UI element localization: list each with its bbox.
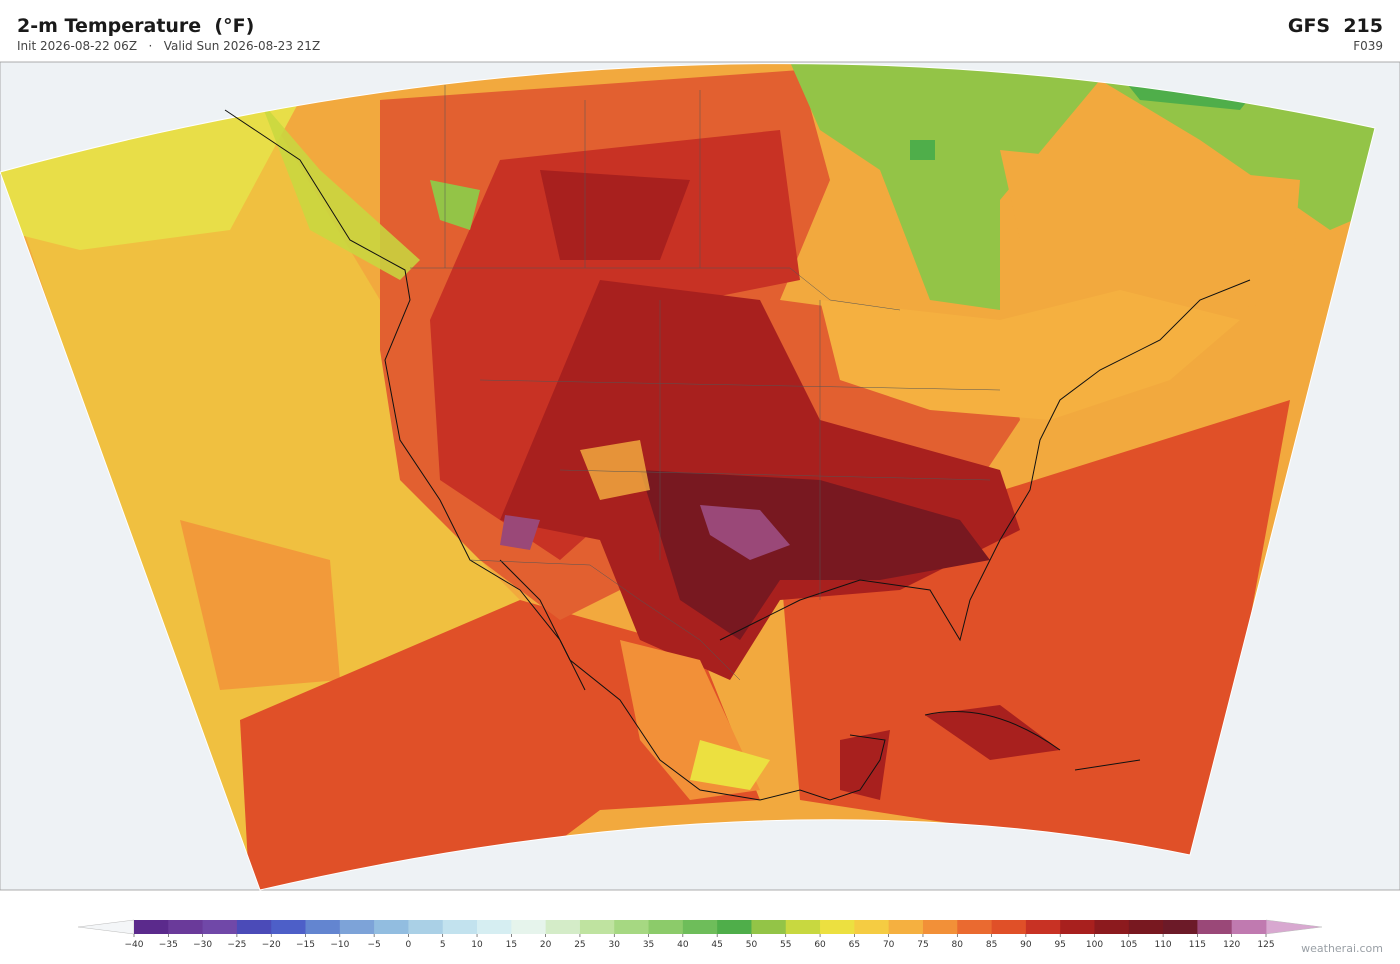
colorbar-segment <box>271 920 306 934</box>
colorbar-tick-label: 20 <box>540 940 552 950</box>
colorbar-tick-label: 115 <box>1189 940 1206 950</box>
colorbar-segment <box>682 920 718 934</box>
colorbar-segment <box>408 920 444 934</box>
colorbar-tick-label: 65 <box>849 940 860 950</box>
colorbar-segment <box>579 920 615 934</box>
colorbar-tick-label: 45 <box>711 940 722 950</box>
colorbar-tick-label: 80 <box>952 940 964 950</box>
colorbar-segment <box>305 920 341 934</box>
colorbar-segment <box>1025 920 1061 934</box>
colorbar-segment <box>1163 920 1198 934</box>
colorbar: −40 −35 −30 −25 −20 −15 −10 −5 0 5 10 15 20 25 30 35 40 4… <box>77 919 1323 950</box>
colorbar-tick-label: 55 <box>780 940 791 950</box>
colorbar-segment <box>545 920 581 934</box>
colorbar-tick-label: 50 <box>746 940 758 950</box>
colorbar-segment <box>1094 920 1130 934</box>
colorbar-segment <box>1128 920 1164 934</box>
colorbar-segment <box>820 920 855 934</box>
colorbar-segment <box>442 920 478 934</box>
colorbar-segment <box>339 920 375 934</box>
colorbar-tick-label: −40 <box>125 940 144 950</box>
colorbar-segment <box>614 920 649 934</box>
colorbar-segment <box>477 920 512 934</box>
subtitle: Init 2026-08-22 06Z · Valid Sun 2026-08-… <box>17 39 321 53</box>
model: GFS 215 <box>1287 15 1383 37</box>
colorbar-tick-label: −5 <box>367 940 380 950</box>
colorbar-tick-label: 15 <box>506 940 517 950</box>
borders <box>410 85 1001 681</box>
colorbar-segment <box>1231 920 1267 934</box>
colorbar-tick-label: 75 <box>917 940 928 950</box>
colorbar-segment <box>168 920 204 934</box>
colorbar-tick-label: 70 <box>883 940 895 950</box>
colorbar-segment <box>957 920 992 934</box>
domain-outline <box>0 63 1376 891</box>
colorbar-tick-label: 60 <box>814 940 826 950</box>
temperature-field <box>0 63 1375 890</box>
colorbar-segment <box>1197 920 1233 934</box>
colorbar-tick-label: 110 <box>1154 940 1171 950</box>
colorbar-segment <box>922 920 958 934</box>
watermark: weatherai.com <box>1301 942 1383 955</box>
colorbar-tick-label: 10 <box>471 940 483 950</box>
colorbar-segment <box>202 920 238 934</box>
colorbar-tick-label: 105 <box>1120 940 1137 950</box>
colorbar-segment <box>751 920 787 934</box>
colorbar-tick-label: −30 <box>193 940 212 950</box>
colorbar-tick-label: 35 <box>643 940 654 950</box>
colorbar-segment <box>991 920 1027 934</box>
colorbar-tick-label: 100 <box>1086 940 1103 950</box>
colorbar-tick-label: −15 <box>296 940 315 950</box>
colorbar-tick-label: 95 <box>1054 940 1065 950</box>
colorbar-segment <box>374 920 409 934</box>
colorbar-tick-label: −20 <box>262 940 281 950</box>
colorbar-segment <box>1060 920 1095 934</box>
colorbar-tick-label: −25 <box>227 940 246 950</box>
colorbar-under <box>77 919 135 935</box>
colorbar-segment <box>888 920 924 934</box>
colorbar-segment <box>854 920 890 934</box>
title: 2-m Temperature (°F) <box>17 15 255 37</box>
colorbar-segment <box>236 920 272 934</box>
colorbar-segment <box>785 920 821 934</box>
colorbar-tick-label: 125 <box>1257 940 1274 950</box>
colorbar-tick-label: 40 <box>677 940 689 950</box>
forecast-hour: F039 <box>1353 39 1383 53</box>
colorbar-tick-label: 5 <box>440 940 446 950</box>
colorbar-segment <box>134 920 169 934</box>
colorbar-segment <box>717 920 752 934</box>
colorbar-tick-label: 120 <box>1223 940 1240 950</box>
colorbar-tick-label: 90 <box>1020 940 1032 950</box>
colorbar-tick-label: 85 <box>986 940 997 950</box>
coastlines <box>224 109 1251 801</box>
colorbar-tick-label: −35 <box>159 940 178 950</box>
colorbar-tick-label: 0 <box>406 940 412 950</box>
colorbar-segment <box>648 920 684 934</box>
colorbar-segment <box>511 920 547 934</box>
colorbar-over <box>1265 919 1323 935</box>
colorbar-tick-label: 30 <box>609 940 621 950</box>
colorbar-tick-label: −10 <box>330 940 349 950</box>
colorbar-tick-label: 25 <box>574 940 585 950</box>
